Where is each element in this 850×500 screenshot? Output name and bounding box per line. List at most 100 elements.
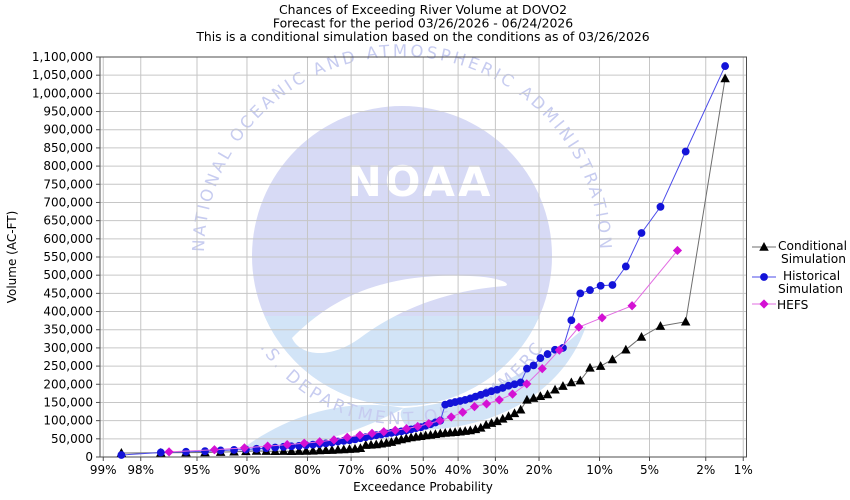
data-point — [497, 413, 508, 423]
x-tick-label: 99% — [90, 463, 117, 477]
data-point — [586, 286, 594, 295]
data-point — [627, 301, 637, 311]
x-tick-label: 98% — [127, 463, 154, 477]
data-point — [294, 446, 304, 455]
data-point — [575, 375, 586, 385]
data-point — [759, 299, 769, 309]
data-point — [424, 418, 434, 429]
data-point — [494, 395, 504, 405]
data-point — [435, 416, 445, 426]
data-point — [315, 437, 325, 447]
legend-label-conditional-line2: Simulation — [781, 252, 846, 266]
data-point — [209, 445, 220, 455]
y-tick-label: 100,000 — [43, 414, 93, 428]
x-tick-label: 40% — [445, 463, 472, 477]
y-tick-label: 350,000 — [43, 323, 93, 337]
y-tick-label: 500,000 — [43, 268, 93, 282]
data-point — [446, 412, 456, 422]
y-tick-label: 750,000 — [43, 177, 93, 191]
plot-area: 99% 98% 95% 90% 80% 70% 60% 50% 40% 30% 20% 10% 5% 2%… — [32, 50, 753, 477]
data-point — [596, 281, 605, 290]
data-point — [608, 281, 617, 289]
data-point — [542, 389, 553, 399]
data-point — [558, 381, 568, 390]
data-point — [469, 402, 480, 412]
data-point — [637, 229, 646, 237]
data-point — [329, 435, 339, 445]
noaa-wing-left — [238, 404, 404, 452]
data-point — [355, 430, 365, 440]
data-point — [554, 345, 564, 355]
data-point — [201, 447, 209, 456]
data-point — [390, 425, 400, 435]
chart-title-line-1: Chances of Exceeding River Volume at DOV… — [279, 2, 567, 17]
data-point — [252, 444, 261, 453]
noaa-emblem-text: NOAA — [347, 157, 494, 206]
data-point — [621, 262, 630, 271]
x-tick-label: 20% — [526, 463, 553, 477]
data-point — [595, 361, 606, 370]
y-tick-label: 300,000 — [43, 341, 93, 355]
x-tick-label: 70% — [338, 463, 365, 477]
data-point — [342, 432, 352, 442]
grid — [100, 56, 747, 458]
x-tick-label: 10% — [586, 463, 613, 477]
data-point — [721, 62, 730, 71]
series-hefs — [164, 245, 683, 457]
x-tick-label: 90% — [234, 463, 261, 477]
data-point — [636, 332, 647, 341]
y-tick-label: 400,000 — [43, 305, 93, 319]
chart-title-line-3: This is a conditional simulation based o… — [195, 29, 649, 44]
legend-label-historical-line1: Historical — [783, 269, 840, 283]
data-point — [367, 428, 377, 438]
data-point — [182, 447, 190, 456]
legend-label-historical-line2: Simulation — [778, 282, 843, 296]
data-point — [503, 411, 514, 421]
data-point — [156, 448, 165, 457]
data-point — [286, 446, 297, 456]
y-tick-label: 450,000 — [43, 286, 93, 300]
data-point — [672, 245, 683, 256]
data-point — [379, 427, 389, 437]
y-tick-label: 850,000 — [43, 141, 93, 155]
data-point — [271, 443, 280, 452]
data-point — [537, 364, 547, 374]
data-point — [535, 391, 546, 401]
data-point — [522, 379, 532, 389]
data-point — [308, 445, 318, 455]
x-axis-label: Exceedance Probability — [353, 480, 493, 494]
data-point — [680, 316, 691, 326]
data-point — [117, 451, 126, 459]
y-tick-label: 800,000 — [43, 159, 93, 173]
y-tick-label: 900,000 — [43, 123, 93, 137]
x-tick-label: 80% — [294, 463, 321, 477]
data-point — [481, 399, 492, 409]
data-point — [230, 445, 238, 454]
data-point — [543, 350, 552, 359]
data-point — [504, 381, 513, 390]
data-point — [413, 421, 423, 432]
legend-label-conditional-line1: Conditional — [778, 239, 847, 253]
y-tick-label: 1,050,000 — [32, 68, 93, 82]
y-tick-label: 700,000 — [43, 195, 93, 209]
x-tick-label: 60% — [375, 463, 402, 477]
x-tick-label: 30% — [482, 463, 509, 477]
legend: Conditional Simulation Historical Simula… — [752, 239, 847, 312]
data-point — [239, 443, 250, 453]
data-point — [760, 273, 768, 281]
data-point — [567, 316, 576, 325]
data-point — [656, 202, 665, 211]
data-point — [164, 447, 174, 457]
y-tick-label: 50,000 — [51, 432, 93, 446]
data-point — [536, 354, 545, 363]
data-point — [282, 440, 292, 450]
data-point — [681, 147, 690, 156]
data-point — [597, 313, 607, 323]
data-point — [516, 378, 525, 387]
data-point — [458, 407, 468, 417]
data-point — [655, 321, 666, 330]
data-point — [321, 445, 331, 455]
data-point — [355, 443, 366, 453]
data-point — [621, 344, 631, 354]
